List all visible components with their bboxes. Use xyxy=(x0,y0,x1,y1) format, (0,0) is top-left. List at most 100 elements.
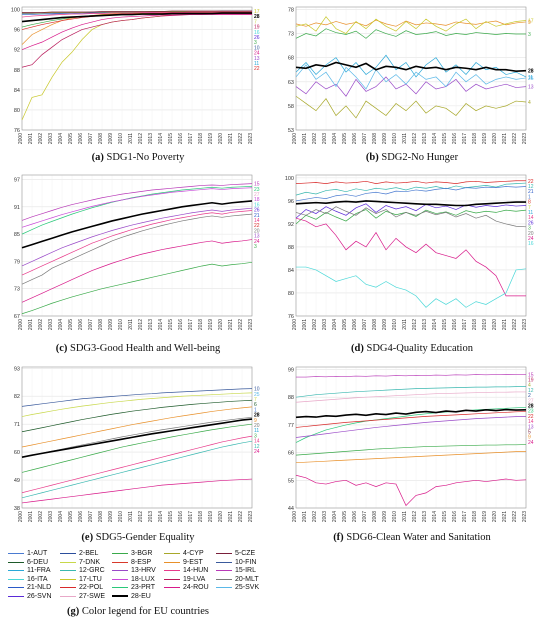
x-tick-label: 2007 xyxy=(362,511,368,522)
legend-item: 21-NLD xyxy=(8,584,51,591)
x-tick-label: 2015 xyxy=(168,319,174,330)
legend-swatch xyxy=(112,595,128,597)
caption-f-label: (f) xyxy=(333,532,344,543)
y-tick-label: 44 xyxy=(288,506,294,512)
x-tick-label: 2003 xyxy=(322,319,328,330)
legend-item: 6-DEU xyxy=(8,559,48,566)
plot-frame xyxy=(295,6,527,131)
legend-label: 11-FRA xyxy=(27,567,51,574)
x-tick-label: 2009 xyxy=(108,319,114,330)
series-end-label: 2 xyxy=(528,393,531,399)
y-tick-label: 84 xyxy=(14,88,20,94)
y-tick-label: 58 xyxy=(288,104,294,110)
y-tick-label: 92 xyxy=(14,48,20,54)
x-tick-label: 2022 xyxy=(512,511,518,522)
x-tick-label: 2002 xyxy=(38,511,44,522)
series-line-12 xyxy=(295,386,526,398)
series-end-label: 16 xyxy=(254,30,260,36)
x-tick-label: 2006 xyxy=(78,319,84,330)
series-end-label: 22 xyxy=(254,66,260,72)
x-tick-label: 2001 xyxy=(28,319,34,330)
series-end-label: 1 xyxy=(528,194,531,200)
x-tick-label: 2017 xyxy=(462,133,468,144)
x-tick-label: 2012 xyxy=(138,319,144,330)
x-tick-label: 2008 xyxy=(372,133,378,144)
x-tick-label: 2017 xyxy=(462,511,468,522)
legend-swatch xyxy=(8,587,24,588)
series-end-label: 12 xyxy=(528,184,534,190)
legend-item: 1-AUT xyxy=(8,550,47,557)
y-tick-label: 93 xyxy=(14,366,20,372)
x-tick-label: 2014 xyxy=(432,319,438,330)
series-line-26 xyxy=(295,203,527,219)
x-tick-label: 2000 xyxy=(292,319,298,330)
x-tick-label: 2008 xyxy=(98,133,104,144)
legend-label: 16-ITA xyxy=(27,575,48,583)
x-tick-label: 2021 xyxy=(228,511,234,522)
legend-swatch xyxy=(216,587,232,588)
plot-frame xyxy=(21,174,253,317)
legend-caption: (g) Color legend for EU countries xyxy=(8,606,268,617)
x-tick-label: 2012 xyxy=(412,511,418,522)
legend-label: 27-SWE xyxy=(79,592,106,600)
plot-frame xyxy=(21,6,253,131)
caption-c-label: (c) xyxy=(55,343,68,354)
chart-panel-f: 44 55 66 77 88 99 2000 2001 2002 2003 2004 2005 2006… xyxy=(278,362,546,528)
caption-b-text: SDG2-No Hunger xyxy=(381,152,459,163)
series-line-22 xyxy=(295,411,527,428)
y-tick-label: 88 xyxy=(288,245,294,251)
series-line-6 xyxy=(21,399,253,433)
series-end-label: 7 xyxy=(528,205,531,211)
x-tick-label: 2020 xyxy=(492,511,498,522)
y-tick-label: 67 xyxy=(14,314,20,320)
legend-item: 3-BGR xyxy=(112,550,152,557)
legend-swatch xyxy=(8,570,24,571)
series-line-15 xyxy=(296,373,527,378)
legend-label: 2-BEL xyxy=(79,550,99,557)
x-tick-label: 2009 xyxy=(108,133,114,144)
x-tick-label: 2005 xyxy=(342,511,348,522)
x-tick-label: 2016 xyxy=(178,511,184,522)
x-tick-label: 2000 xyxy=(18,511,24,522)
legend-label: 21-NLD xyxy=(27,584,52,591)
series-end-label: 19 xyxy=(254,25,260,31)
legend-item: 20-MLT xyxy=(216,576,259,583)
series-line-17 xyxy=(21,12,252,121)
series-line-20 xyxy=(21,213,253,285)
x-tick-label: 2019 xyxy=(208,511,214,522)
legend-item: 10-FIN xyxy=(216,559,256,566)
series-line-18 xyxy=(21,187,253,228)
x-tick-label: 2007 xyxy=(88,511,94,522)
legend-item: 18-LUX xyxy=(112,576,155,583)
y-tick-label: 99 xyxy=(288,368,294,374)
x-tick-label: 2021 xyxy=(502,133,508,144)
x-tick-label: 2020 xyxy=(492,133,498,144)
x-tick-label: 2020 xyxy=(218,319,224,330)
caption-d-label: (d) xyxy=(351,343,364,354)
chart-panel-d: 76 80 84 88 92 96 100 2000 2001 2002 2003 2004 2005 2… xyxy=(278,170,546,336)
series-line-1 xyxy=(295,186,527,202)
x-tick-label: 2002 xyxy=(312,511,318,522)
x-tick-label: 2009 xyxy=(382,511,388,522)
legend-swatch xyxy=(216,570,232,571)
x-tick-label: 2012 xyxy=(138,511,144,522)
legend-label: 22-POL xyxy=(79,584,104,591)
series-end-label: 28 xyxy=(528,69,534,75)
y-tick-label: 100 xyxy=(11,8,20,14)
x-tick-label: 2001 xyxy=(302,319,308,330)
x-tick-label: 2022 xyxy=(512,133,518,144)
series-end-label: 12 xyxy=(254,444,260,450)
series-end-label: 28 xyxy=(254,14,260,20)
x-tick-label: 2023 xyxy=(522,319,528,330)
legend-caption-text: Color legend for EU countries xyxy=(81,606,209,617)
series-line-27 xyxy=(295,391,526,403)
x-tick-label: 2020 xyxy=(218,133,224,144)
x-tick-label: 2005 xyxy=(68,133,74,144)
legend-label: 23-PRT xyxy=(131,584,155,591)
legend-label: 25-SVK xyxy=(235,584,260,591)
y-tick-label: 85 xyxy=(14,232,20,238)
x-tick-label: 2019 xyxy=(208,133,214,144)
x-tick-label: 2015 xyxy=(168,133,174,144)
x-tick-label: 2019 xyxy=(482,133,488,144)
legend-swatch xyxy=(164,561,180,563)
